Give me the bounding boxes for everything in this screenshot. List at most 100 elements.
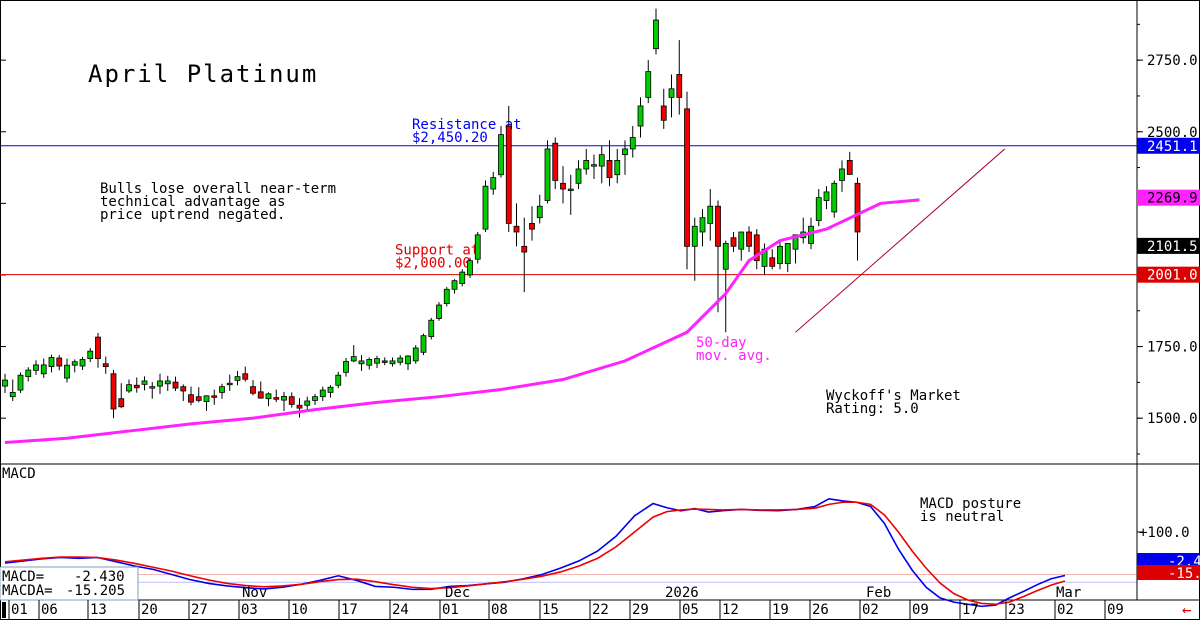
candle <box>172 376 179 391</box>
candle-body-down <box>606 159 613 178</box>
date-label: 17 <box>962 602 979 618</box>
candle-body-up <box>304 400 311 406</box>
candle-body-up <box>358 360 365 365</box>
candle-body-down <box>250 386 256 394</box>
candle-body-up <box>459 271 466 284</box>
candle <box>459 269 466 287</box>
candle-body-down <box>730 237 737 247</box>
candle-body-up <box>575 168 582 184</box>
date-label: 06 <box>41 602 58 618</box>
candle <box>784 243 791 273</box>
resistance-label: Resistance at $2,450.20 <box>412 117 522 146</box>
candle <box>451 279 458 294</box>
nav-left-arrow-icon[interactable]: ← <box>1182 600 1192 619</box>
candle <box>350 345 357 363</box>
date-label: 01 <box>442 602 459 618</box>
candle <box>87 348 94 363</box>
candle <box>319 386 326 401</box>
candle <box>846 151 853 175</box>
candle-body-up <box>792 234 799 250</box>
candle-body-up <box>281 396 287 401</box>
candle-body-down <box>118 398 125 408</box>
date-label: 02 <box>1057 602 1074 618</box>
candle <box>637 97 644 138</box>
candle <box>800 217 807 244</box>
candle-body-up <box>451 280 458 290</box>
y-tick-label: 1500.0 <box>1147 411 1198 427</box>
candle-body-down <box>513 225 520 233</box>
candle-body-up <box>777 245 783 264</box>
candle <box>823 186 830 210</box>
candle <box>312 393 318 405</box>
candle <box>567 174 574 215</box>
candle <box>544 140 551 204</box>
candle-body-up <box>33 364 39 371</box>
candle <box>552 137 559 190</box>
date-label: 24 <box>392 602 409 618</box>
candle <box>428 317 435 340</box>
candle-body-down <box>56 357 63 367</box>
month-label: Feb <box>866 585 891 601</box>
price-tag-bg <box>1137 266 1200 283</box>
candle <box>273 389 280 403</box>
candle <box>296 398 303 418</box>
candle-body-up <box>327 386 334 393</box>
candle-body-up <box>614 159 621 176</box>
candle <box>226 374 233 391</box>
price-tag-text: 2001.0 <box>1147 268 1198 284</box>
candle-body-down <box>172 381 179 389</box>
candle <box>56 355 63 371</box>
candle <box>614 148 621 184</box>
candle <box>71 359 78 373</box>
candle <box>521 217 528 293</box>
candle <box>133 377 140 393</box>
candle <box>490 171 497 195</box>
candle-body-up <box>226 382 233 386</box>
candle <box>234 370 241 386</box>
candle-body-down <box>753 234 760 262</box>
candle <box>374 355 380 369</box>
candle <box>536 194 543 224</box>
candle-body-up <box>738 231 745 250</box>
candle-body-up <box>598 154 605 167</box>
candle <box>467 257 473 278</box>
candle <box>195 387 202 403</box>
candle-body-up <box>87 350 94 359</box>
candle-body-up <box>637 105 644 127</box>
candle-body-up <box>79 359 86 367</box>
candle <box>281 391 287 412</box>
candle-body-up <box>71 361 78 366</box>
candle-body-down <box>560 182 566 190</box>
candle-body-up <box>420 335 427 353</box>
candle <box>397 355 404 366</box>
candle <box>265 392 272 407</box>
candle <box>482 180 489 232</box>
macd-readout-value: -2.430 <box>74 569 125 585</box>
candle-body-up <box>428 319 435 337</box>
candle <box>250 380 256 396</box>
candle-body-down <box>102 363 109 368</box>
month-label: Dec <box>445 585 470 601</box>
candle <box>358 355 365 371</box>
support-label: Support at $2,000.00 <box>395 243 479 272</box>
candle-body-down <box>529 223 535 230</box>
date-label: 29 <box>632 602 649 618</box>
candle <box>715 200 721 313</box>
price-tag: 2101.5 <box>1137 237 1200 255</box>
candle <box>583 148 590 175</box>
candle <box>149 382 156 399</box>
candle <box>304 396 311 410</box>
candle <box>777 240 783 270</box>
candle-body-up <box>784 243 791 264</box>
candle <box>242 366 249 382</box>
date-label: 09 <box>912 602 929 618</box>
macd-series-macda <box>4 501 1066 606</box>
candle-body-up <box>622 148 628 156</box>
candle-body-down <box>257 391 264 399</box>
candle-body-down <box>769 257 776 267</box>
candle <box>118 383 125 409</box>
candle-body-down <box>660 105 667 121</box>
candle-body-up <box>412 347 419 362</box>
price-tag: 2269.9 <box>1137 189 1200 207</box>
